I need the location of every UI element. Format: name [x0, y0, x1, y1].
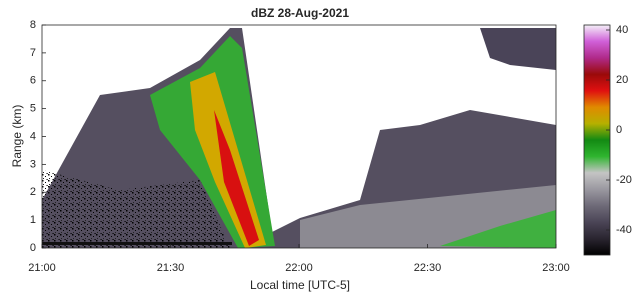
x-tick-label: 23:00: [542, 262, 570, 274]
y-tick-label: 7: [30, 47, 36, 59]
colorbar-tick-label: -40: [616, 224, 632, 236]
x-tick-label: 21:00: [28, 262, 56, 274]
y-tick-label: 0: [30, 242, 36, 254]
y-tick-label: 2: [30, 186, 36, 198]
chart: dBZ 28-Aug-2021 Local time [UTC-5] Range…: [0, 0, 638, 295]
x-tick-label: 22:00: [285, 262, 313, 274]
colorbar: [584, 25, 610, 255]
colorbar-tick-label: 40: [616, 24, 628, 36]
y-tick-label: 1: [30, 214, 36, 226]
chart-title: dBZ 28-Aug-2021: [251, 6, 349, 20]
radar-field: [42, 28, 556, 248]
colorbar-tick-label: -20: [616, 174, 632, 186]
y-tick-label: 8: [30, 19, 36, 31]
colorbar-tick-label: 0: [616, 124, 622, 136]
y-axis-label: Range (km): [10, 105, 24, 168]
x-tick-label: 21:30: [157, 262, 185, 274]
y-tick-label: 4: [30, 130, 36, 142]
y-tick-label: 3: [30, 158, 36, 170]
x-axis-label: Local time [UTC-5]: [250, 278, 350, 292]
y-tick-label: 5: [30, 103, 36, 115]
y-tick-label: 6: [30, 75, 36, 87]
colorbar-tick-label: 20: [616, 74, 628, 86]
x-tick-label: 22:30: [414, 262, 442, 274]
